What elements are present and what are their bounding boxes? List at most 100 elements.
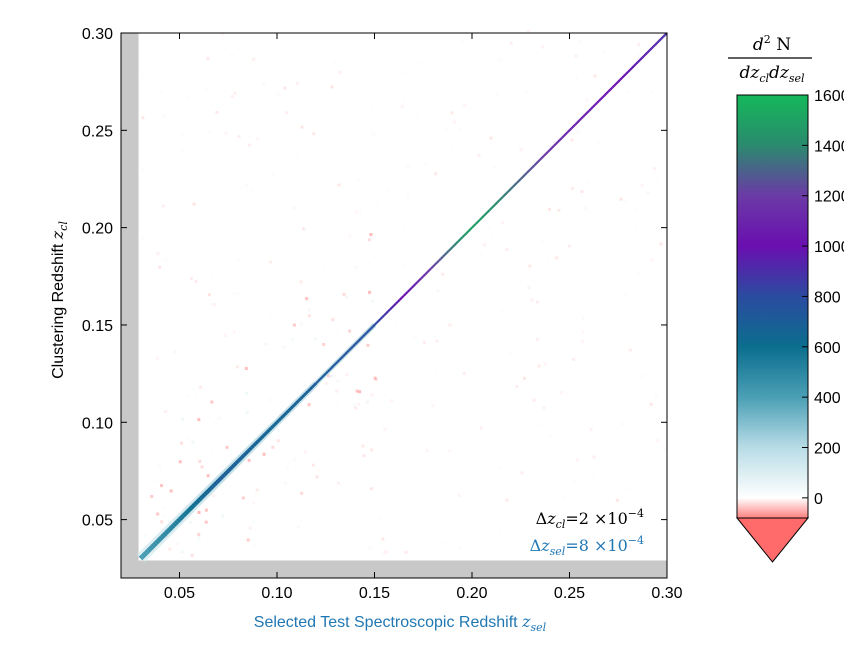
noise-cell <box>659 242 663 246</box>
diagonal-segment <box>250 444 255 449</box>
diagonal-segment <box>254 440 259 445</box>
noise-cell <box>251 520 255 524</box>
diagonal-segment <box>142 550 149 557</box>
noise-cell <box>273 92 277 96</box>
diagonal-segment <box>360 335 364 340</box>
diagonal-segment <box>381 314 386 318</box>
noise-cell <box>419 60 423 64</box>
noise-cell <box>313 337 317 341</box>
noise-cell <box>587 538 591 542</box>
diagonal-segment <box>303 392 308 397</box>
noise-cell <box>577 63 581 67</box>
noise-cell <box>252 516 256 520</box>
diagonal-segment <box>416 279 421 283</box>
diagonal-segment <box>307 388 312 393</box>
noise-cell <box>161 513 165 517</box>
diagonal-segment <box>170 523 176 530</box>
noise-cell <box>223 66 227 70</box>
noise-cell <box>156 395 160 399</box>
noise-cell <box>143 533 147 537</box>
y-tick-label: 0.15 <box>82 318 113 335</box>
diagonal-segment <box>323 372 327 377</box>
diagonal-segment <box>293 401 298 406</box>
x-tick-label: 0.05 <box>164 585 195 602</box>
masked-region-bottom <box>121 560 667 578</box>
diagonal-segment <box>199 494 205 500</box>
noise-cell <box>353 150 357 154</box>
diagonal-segment <box>570 125 575 130</box>
diagonal-segment <box>547 149 551 153</box>
diagonal-segment <box>545 150 549 155</box>
noise-cell <box>338 70 342 74</box>
noise-cell <box>207 293 211 297</box>
diagonal-segment <box>321 374 325 379</box>
diagonal-segment <box>529 166 534 171</box>
diagonal-segment <box>224 469 230 475</box>
diagonal-segment <box>451 244 456 248</box>
noise-cell <box>422 340 426 344</box>
diagonal-segment <box>336 359 341 363</box>
diagonal-segment <box>375 320 380 324</box>
noise-cell <box>178 460 182 464</box>
diagonal-segment <box>144 549 151 555</box>
diagonal-segment <box>181 512 187 518</box>
noise-cell <box>175 542 179 546</box>
noise-cell <box>406 165 410 169</box>
noise-cell <box>197 418 201 422</box>
noise-cell <box>458 546 462 550</box>
noise-cell <box>619 317 623 321</box>
annotation-delta-zsel-symbol: z <box>540 536 550 555</box>
diagonal-segment <box>596 100 600 104</box>
noise-cell <box>443 541 447 545</box>
noise-cell <box>635 52 639 56</box>
diagonal-segment <box>209 485 215 490</box>
noise-cell <box>295 82 299 86</box>
diagonal-segment <box>177 516 184 522</box>
noise-cell <box>168 151 172 155</box>
noise-cell <box>519 148 523 152</box>
noise-cell <box>571 187 575 191</box>
diagonal-segment <box>531 164 536 169</box>
noise-cell <box>307 403 311 407</box>
noise-cell <box>197 532 201 536</box>
noise-cell <box>140 236 144 240</box>
noise-cell <box>386 130 390 134</box>
noise-cell <box>210 276 214 280</box>
noise-cell <box>191 312 195 316</box>
noise-cell <box>570 138 574 142</box>
noise-cell <box>463 432 467 436</box>
diagonal-segment <box>217 477 222 483</box>
diagonal-segment <box>146 547 152 553</box>
diagonal-segment <box>422 273 426 278</box>
diagonal-segment <box>273 421 279 426</box>
diagonal-segment <box>297 397 302 402</box>
noise-cell <box>586 322 590 326</box>
diagonal-segment <box>408 287 413 291</box>
noise-cell <box>205 285 209 289</box>
x-axis-ticks: 0.05 0.10 0.15 0.20 0.25 0.30 <box>164 33 683 602</box>
diagonal-segment <box>560 135 565 139</box>
noise-cell <box>356 178 360 182</box>
noise-cell <box>597 283 601 287</box>
noise-cell <box>505 498 509 502</box>
diagonal-segment <box>404 291 409 295</box>
diagonal-segment <box>506 189 510 194</box>
noise-cell <box>663 223 667 227</box>
diagonal-segment <box>244 450 250 455</box>
annotation-delta-zsel-sub: sel <box>550 545 566 558</box>
diagonal-segment <box>281 413 286 418</box>
diagonal-segment <box>166 527 172 533</box>
noise-cell <box>546 49 550 53</box>
noise-cell <box>150 488 154 492</box>
noise-cell <box>456 254 460 258</box>
diagonal-segment <box>326 368 331 373</box>
noise-cell <box>261 552 265 556</box>
noise-cell <box>221 514 225 518</box>
diagonal-segment <box>594 102 598 106</box>
diagonal-segment <box>469 226 473 231</box>
noise-cell <box>269 179 273 183</box>
diagonal-segment <box>436 259 440 264</box>
noise-cell <box>336 379 340 383</box>
diagonal-segment <box>525 170 530 174</box>
